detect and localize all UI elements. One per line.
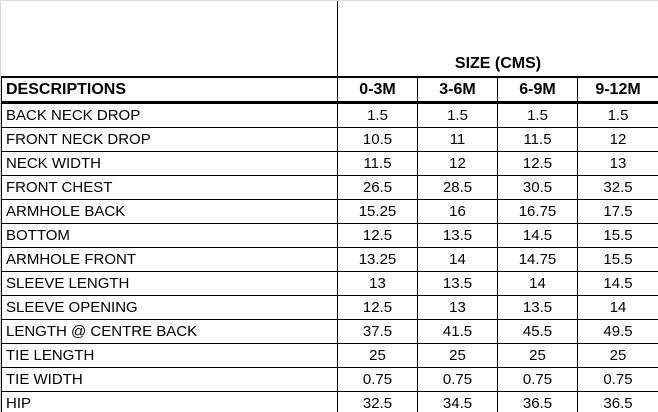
row-value: 14.75 — [497, 247, 578, 272]
table-row: ARMHOLE BACK 15.25 16 16.75 17.5 — [1, 199, 658, 224]
column-header-descriptions: DESCRIPTIONS — [1, 76, 338, 104]
row-value: 13.25 — [337, 247, 418, 272]
row-value: 30.5 — [497, 175, 578, 200]
row-value: 13 — [337, 271, 418, 296]
row-value: 12.5 — [337, 295, 418, 320]
row-value: 0.75 — [337, 367, 418, 392]
row-value: 14 — [497, 271, 578, 296]
row-value: 11 — [417, 127, 498, 152]
row-value: 14.5 — [497, 223, 578, 248]
row-value: 1.5 — [337, 102, 418, 128]
table-row: SLEEVE LENGTH 13 13.5 14 14.5 — [1, 271, 658, 296]
row-value: 1.5 — [417, 102, 498, 128]
row-value: 13.5 — [417, 223, 498, 248]
row-value: 32.5 — [337, 391, 418, 412]
row-value: 25 — [576, 343, 658, 368]
row-value: 0.75 — [417, 367, 498, 392]
row-value: 25 — [497, 343, 578, 368]
row-label: LENGTH @ CENTRE BACK — [1, 319, 338, 344]
row-value: 32.5 — [576, 175, 658, 200]
row-value: 13.5 — [417, 271, 498, 296]
table-row: TIE LENGTH 25 25 25 25 — [1, 343, 658, 368]
table-row: BOTTOM 12.5 13.5 14.5 15.5 — [1, 223, 658, 248]
row-value: 37.5 — [337, 319, 418, 344]
row-value: 12.5 — [337, 223, 418, 248]
row-value: 12 — [417, 151, 498, 176]
row-value: 36.5 — [497, 391, 578, 412]
table-row: SLEEVE OPENING 12.5 13 13.5 14 — [1, 295, 658, 320]
row-label: SLEEVE OPENING — [1, 295, 338, 320]
table-row: FRONT CHEST 26.5 28.5 30.5 32.5 — [1, 175, 658, 200]
row-value: 25 — [337, 343, 418, 368]
row-value: 12 — [576, 127, 658, 152]
row-value: 45.5 — [497, 319, 578, 344]
row-value: 16 — [417, 199, 498, 224]
row-label: ARMHOLE FRONT — [1, 247, 338, 272]
corner-blank-cell — [1, 1, 338, 77]
row-value: 16.75 — [497, 199, 578, 224]
row-label: FRONT CHEST — [1, 175, 338, 200]
column-header-3-6m: 3-6M — [417, 76, 498, 104]
column-header-row: DESCRIPTIONS 0-3M 3-6M 6-9M 9-12M — [1, 76, 658, 104]
row-value: 11.5 — [497, 127, 578, 152]
row-value: 13 — [576, 151, 658, 176]
table-row: ARMHOLE FRONT 13.25 14 14.75 15.5 — [1, 247, 658, 272]
row-value: 28.5 — [417, 175, 498, 200]
row-label: BACK NECK DROP — [1, 102, 338, 128]
table-title: SIZE (CMS) — [336, 1, 658, 78]
row-value: 15.25 — [337, 199, 418, 224]
table-row: HIP 32.5 34.5 36.5 36.5 — [1, 391, 658, 412]
row-value: 26.5 — [337, 175, 418, 200]
row-value: 36.5 — [576, 391, 658, 412]
row-value: 17.5 — [576, 199, 658, 224]
row-label: HIP — [1, 391, 338, 412]
row-label: ARMHOLE BACK — [1, 199, 338, 224]
row-label: BOTTOM — [1, 223, 338, 248]
title-row: SIZE (CMS) — [1, 1, 658, 78]
table-body: BACK NECK DROP 1.5 1.5 1.5 1.5 FRONT NEC… — [1, 102, 658, 412]
row-label: TIE WIDTH — [1, 367, 338, 392]
row-value: 15.5 — [576, 223, 658, 248]
table-head: SIZE (CMS) DESCRIPTIONS 0-3M 3-6M 6-9M 9… — [1, 1, 658, 104]
table-row: LENGTH @ CENTRE BACK 37.5 41.5 45.5 49.5 — [1, 319, 658, 344]
row-value: 1.5 — [576, 102, 658, 128]
column-header-0-3m: 0-3M — [337, 76, 418, 104]
row-value: 13 — [417, 295, 498, 320]
column-header-6-9m: 6-9M — [497, 76, 578, 104]
row-value: 15.5 — [576, 247, 658, 272]
row-value: 0.75 — [497, 367, 578, 392]
table-row: BACK NECK DROP 1.5 1.5 1.5 1.5 — [1, 102, 658, 128]
row-value: 49.5 — [576, 319, 658, 344]
column-header-9-12m: 9-12M — [576, 76, 658, 104]
row-value: 14 — [417, 247, 498, 272]
row-value: 14.5 — [576, 271, 658, 296]
row-label: NECK WIDTH — [1, 151, 338, 176]
table-row: FRONT NECK DROP 10.5 11 11.5 12 — [1, 127, 658, 152]
row-value: 11.5 — [337, 151, 418, 176]
row-value: 13.5 — [497, 295, 578, 320]
row-value: 0.75 — [576, 367, 658, 392]
row-label: SLEEVE LENGTH — [1, 271, 338, 296]
row-value: 10.5 — [337, 127, 418, 152]
row-label: FRONT NECK DROP — [1, 127, 338, 152]
row-value: 14 — [576, 295, 658, 320]
table-row: TIE WIDTH 0.75 0.75 0.75 0.75 — [1, 367, 658, 392]
row-label: TIE LENGTH — [1, 343, 338, 368]
row-value: 41.5 — [417, 319, 498, 344]
row-value: 34.5 — [417, 391, 498, 412]
row-value: 1.5 — [497, 102, 578, 128]
table-row: NECK WIDTH 11.5 12 12.5 13 — [1, 151, 658, 176]
row-value: 12.5 — [497, 151, 578, 176]
row-value: 25 — [417, 343, 498, 368]
